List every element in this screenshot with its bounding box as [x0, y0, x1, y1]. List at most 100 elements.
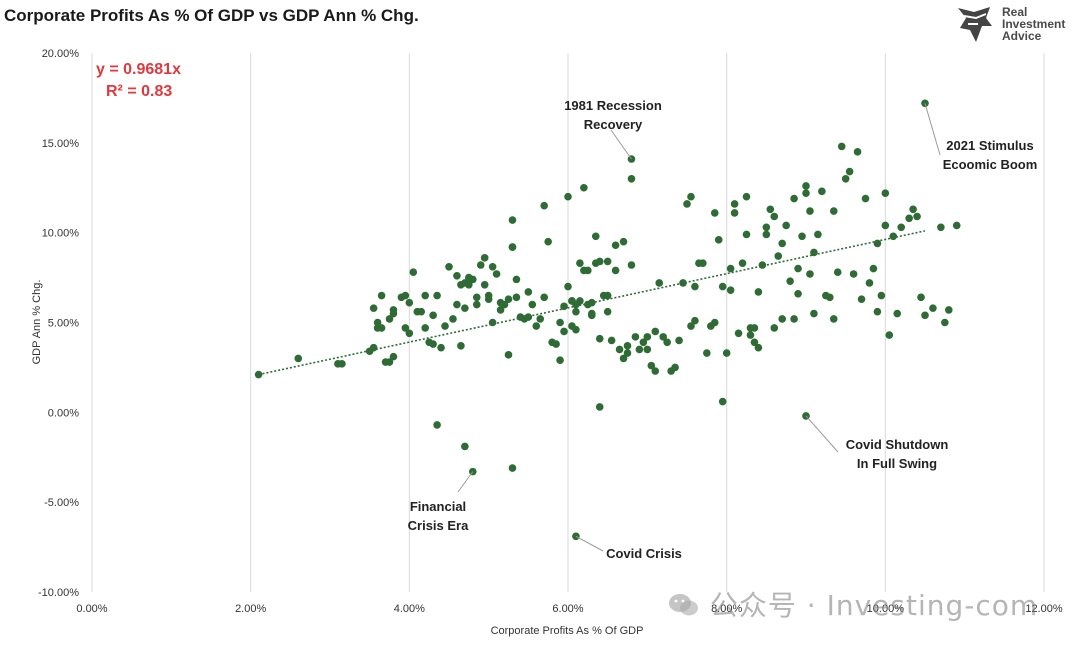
data-point: [639, 338, 648, 347]
data-point: [770, 324, 779, 332]
data-point: [794, 289, 802, 298]
annotation-label-financial-crisis: Financial: [410, 499, 466, 514]
data-point: [480, 280, 489, 289]
annotation-label-covid-shutdown: Covid Shutdown: [846, 437, 949, 452]
x-axis-ticks: 0.00% 2.00% 4.00% 6.00% 8.00% 10.00% 12.00%: [76, 603, 1062, 615]
data-point: [675, 336, 683, 345]
bull-head-icon: [958, 7, 992, 42]
annotation-label-stimulus-2021: Ecoomic Boom: [943, 157, 1038, 172]
logo-line-1: Real: [1002, 5, 1028, 19]
data-point: [619, 237, 628, 246]
data-point: [718, 397, 727, 406]
data-point: [508, 464, 517, 472]
annotation-label-covid-shutdown: In Full Swing: [857, 456, 937, 471]
data-point: [869, 264, 878, 273]
data-point: [778, 315, 786, 323]
data-point: [595, 403, 604, 411]
data-point: [294, 354, 303, 363]
chart-title: Corporate Profits As % Of GDP vs GDP Ann…: [4, 6, 419, 25]
data-point: [437, 343, 445, 352]
y-axis-title: GDP Ann % Chg.: [31, 280, 43, 365]
data-point: [631, 333, 640, 341]
data-point: [810, 248, 818, 257]
data-point: [488, 318, 497, 327]
data-point: [338, 360, 346, 368]
x-tick-label: 0.00%: [76, 603, 107, 615]
data-point: [774, 252, 783, 260]
data-point: [544, 237, 552, 246]
data-point: [369, 304, 378, 312]
data-point: [472, 300, 481, 309]
data-point: [881, 221, 890, 230]
data-point: [472, 293, 481, 302]
data-point: [945, 306, 953, 314]
data-point: [254, 370, 263, 379]
data-point: [937, 223, 945, 232]
data-point: [615, 345, 624, 354]
data-point: [710, 318, 719, 327]
data-point: [873, 307, 882, 316]
data-point: [909, 205, 917, 214]
data-point: [889, 232, 898, 241]
data-point: [461, 442, 469, 451]
annotation-leader-line: [575, 535, 604, 552]
data-point: [726, 264, 735, 273]
data-point: [722, 349, 731, 357]
data-point: [806, 270, 814, 278]
data-point: [540, 201, 548, 210]
data-point: [790, 315, 798, 323]
data-point: [897, 223, 905, 232]
data-point: [603, 307, 612, 316]
wechat-icon: [669, 594, 698, 616]
data-point: [453, 271, 461, 280]
data-point: [504, 295, 513, 303]
data-point: [730, 209, 739, 217]
data-point: [655, 279, 664, 287]
data-point: [528, 300, 537, 309]
data-point: [802, 189, 810, 197]
data-point: [564, 192, 572, 201]
data-point: [647, 361, 656, 370]
data-point: [849, 270, 858, 278]
data-point: [952, 221, 961, 230]
data-point: [885, 331, 894, 339]
data-point: [576, 259, 584, 268]
data-point: [417, 307, 426, 316]
x-tick-label: 8.00%: [711, 603, 742, 615]
data-point: [861, 194, 870, 203]
data-point: [469, 275, 477, 284]
data-point: [405, 329, 414, 338]
data-point: [607, 336, 616, 345]
data-point: [806, 207, 814, 215]
data-point: [754, 343, 763, 352]
data-point: [663, 338, 671, 347]
data-point: [687, 192, 695, 201]
data-point: [651, 327, 660, 336]
x-axis-title: Corporate Profits As % Of GDP: [491, 625, 644, 637]
data-point: [603, 291, 612, 300]
y-axis-ticks: -10.00% -5.00% 0.00% 5.00% 10.00% 15.00% 20.00…: [38, 48, 79, 599]
data-point: [389, 306, 398, 314]
annotation-leader-line: [805, 415, 839, 453]
data-point: [465, 280, 473, 289]
data-point: [552, 340, 560, 348]
annotation-leaders: [457, 103, 941, 552]
data-point: [524, 288, 533, 296]
data-point: [921, 311, 929, 320]
data-point: [687, 322, 695, 330]
data-point: [913, 212, 921, 221]
data-point: [841, 174, 850, 183]
data-point: [837, 142, 846, 151]
data-point: [833, 268, 842, 276]
annotation-label-covid-crisis: Covid Crisis: [606, 546, 682, 561]
data-point: [568, 297, 576, 305]
y-tick-label: -10.00%: [38, 587, 79, 599]
data-point: [893, 309, 902, 318]
data-point: [742, 230, 751, 239]
data-point: [714, 236, 723, 244]
data-point: [572, 307, 580, 316]
data-point: [829, 207, 838, 215]
data-point: [461, 304, 469, 312]
data-point: [484, 295, 493, 303]
